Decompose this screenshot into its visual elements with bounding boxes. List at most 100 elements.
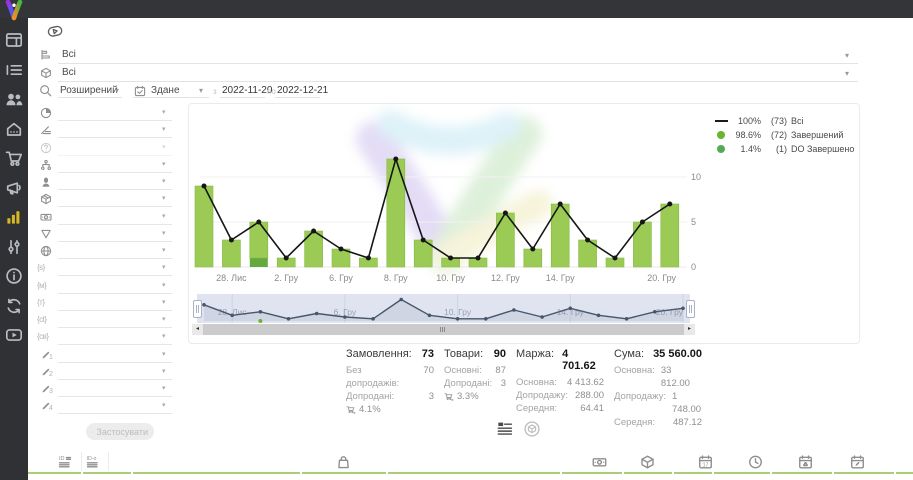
filter-custom-1-index: 1 <box>49 353 53 361</box>
filter-custom-2-icon <box>40 366 52 378</box>
stats-subvalue: 64.41 <box>580 403 604 414</box>
stats-subvalue: 33 812.00 <box>660 365 690 389</box>
filter-payment-underline <box>58 223 172 225</box>
sidebar <box>0 18 28 480</box>
date-field-select[interactable]: Здане <box>151 85 180 96</box>
stats-title: Сума: <box>614 348 645 360</box>
cube-column-header[interactable] <box>640 454 655 470</box>
filter-utm-source-select[interactable]: {s} ▾ <box>36 262 176 279</box>
filter-site-select[interactable]: ▾ <box>36 245 176 262</box>
date-from-underline <box>220 97 265 98</box>
svg-text:2. Гру: 2. Гру <box>274 273 298 283</box>
date-to-input[interactable]: 2022-12-21 <box>277 85 329 96</box>
sidebar-item-warehouse[interactable] <box>5 120 23 138</box>
filter-custom-2-select[interactable]: 2 ▾ <box>36 366 176 383</box>
filter-level-select[interactable]: ▾ <box>36 124 176 141</box>
filter-funnel-select[interactable]: ▾ <box>36 228 176 245</box>
clock-icon <box>749 455 762 469</box>
window-icon <box>5 33 23 47</box>
legend-line-swatch <box>713 120 729 122</box>
filter-utm-campaign-icon: {cв} <box>37 332 49 342</box>
sidebar-item-shop[interactable] <box>5 149 23 167</box>
filter-custom-3-select[interactable]: 3 ▾ <box>36 383 176 400</box>
chart-scrollbar[interactable]: ◂ ▸ <box>192 324 695 335</box>
stats-subvalue: 3 <box>500 378 506 389</box>
chevron-down-icon: ▾ <box>845 51 850 60</box>
brand-logo[interactable] <box>3 0 25 22</box>
sidebar-item-video[interactable] <box>5 326 23 344</box>
chevron-down-icon: ▾ <box>162 281 166 289</box>
video-help-button[interactable] <box>45 23 65 39</box>
stats-subrow: Без допродажів: 70 <box>346 364 434 390</box>
navigator-right-handle[interactable] <box>686 300 695 318</box>
svg-text:17: 17 <box>703 462 709 468</box>
cal-17-column-header[interactable]: 17 <box>698 454 713 470</box>
sidebar-item-marketing[interactable] <box>5 179 23 197</box>
scroll-right-button[interactable]: ▸ <box>684 324 695 335</box>
product-filter-underline <box>58 81 858 82</box>
filter-utm-medium-select[interactable]: {м} ▾ <box>36 280 176 297</box>
navigator-left-handle[interactable] <box>193 300 202 318</box>
sidebar-item-orders[interactable] <box>5 61 23 79</box>
svg-text:28. Лис: 28. Лис <box>216 273 247 283</box>
stats-value: 73 <box>421 348 434 360</box>
filter-utm-content-select[interactable]: {ct} ▾ <box>36 314 176 331</box>
filter-source-icon <box>40 107 52 119</box>
sidebar-item-analytics[interactable] <box>5 208 23 226</box>
filter-structure-select[interactable]: ▾ <box>36 159 176 176</box>
filter-custom-1-select[interactable]: 1 ▾ <box>36 349 176 366</box>
sidebar-item-settings[interactable] <box>5 238 23 256</box>
date-from-input[interactable]: 2022-11-20 <box>222 85 273 96</box>
cal-edit-column-header[interactable] <box>850 454 865 470</box>
bag-column-header[interactable] <box>336 454 351 470</box>
sidebar-item-clients[interactable] <box>5 90 23 108</box>
id-eq-icon: ID <box>58 456 72 468</box>
legend-label: Всі <box>791 116 804 126</box>
filter-manager-icon <box>40 176 52 188</box>
filter-manager-select[interactable]: ▾ <box>36 176 176 193</box>
chevron-down-icon: ▾ <box>162 264 166 272</box>
filter-utm-campaign-select[interactable]: {cв} ▾ <box>36 331 176 348</box>
status-filter-value: Всі <box>62 49 76 60</box>
view-list-toggle[interactable] <box>497 421 513 437</box>
cal-bag-column-header[interactable] <box>798 454 813 470</box>
sidebar-item-sync[interactable] <box>5 297 23 315</box>
stats-subrow: Основні: 87 <box>444 364 506 377</box>
legend-item-1[interactable]: 100% (73) Всі <box>713 114 855 128</box>
legend-item-3[interactable]: 1.4% (1) DO Завершено <box>713 142 855 156</box>
legend-item-2[interactable]: 98.6% (72) Завершений <box>713 128 855 142</box>
stats-value: 4 701.62 <box>562 348 596 372</box>
apply-filters-button[interactable]: Застосувати <box>86 423 154 440</box>
money-icon <box>592 458 607 467</box>
id-eq-column-header[interactable]: ID <box>58 454 73 470</box>
stats-sublabel: Основні: <box>444 365 482 376</box>
search-mode-select[interactable]: Розширений <box>60 85 118 96</box>
filter-source-select[interactable]: ▾ <box>36 107 176 124</box>
stats-sublabel: Середня: <box>516 403 558 414</box>
filter-payment-select[interactable]: ▾ <box>36 211 176 228</box>
sidebar-item-dashboard[interactable] <box>5 31 23 49</box>
filter-product-select[interactable]: ▾ <box>36 193 176 210</box>
scroll-left-button[interactable]: ◂ <box>192 324 203 335</box>
view-products-toggle[interactable] <box>524 421 540 437</box>
chevron-down-icon: ▾ <box>162 333 166 341</box>
sidebar-item-info[interactable] <box>5 267 23 285</box>
svg-text:14. Гру: 14. Гру <box>557 307 585 317</box>
svg-text:20. Гру: 20. Гру <box>656 307 684 317</box>
chart-navigator[interactable]: 28. Лис 6. Гру 10. Гру 14. Гру 20. Гру <box>193 294 695 323</box>
filter-custom-4-select[interactable]: 4 ▾ <box>36 400 176 417</box>
chevron-down-icon: ▾ <box>199 86 204 95</box>
date-to-label: по <box>267 87 276 96</box>
filter-utm-term-select[interactable]: {т} ▾ <box>36 297 176 314</box>
filter-custom-2-index: 2 <box>49 370 53 378</box>
stats-subrow: Середня: 64.41 <box>516 402 604 415</box>
stats-column-orders: Замовлення: 73 Без допродажів: 70 Допродані:… <box>346 348 434 429</box>
stats-subvalue: 1 748.00 <box>672 391 702 415</box>
clock-column-header[interactable] <box>748 454 763 470</box>
stats-subrow: Основна: 4 413.62 <box>516 376 604 389</box>
scrollbar-grip[interactable] <box>440 327 445 332</box>
id-o-column-header[interactable]: ID-o <box>86 454 101 470</box>
search-icon <box>39 84 52 97</box>
money-column-header[interactable] <box>592 454 607 470</box>
